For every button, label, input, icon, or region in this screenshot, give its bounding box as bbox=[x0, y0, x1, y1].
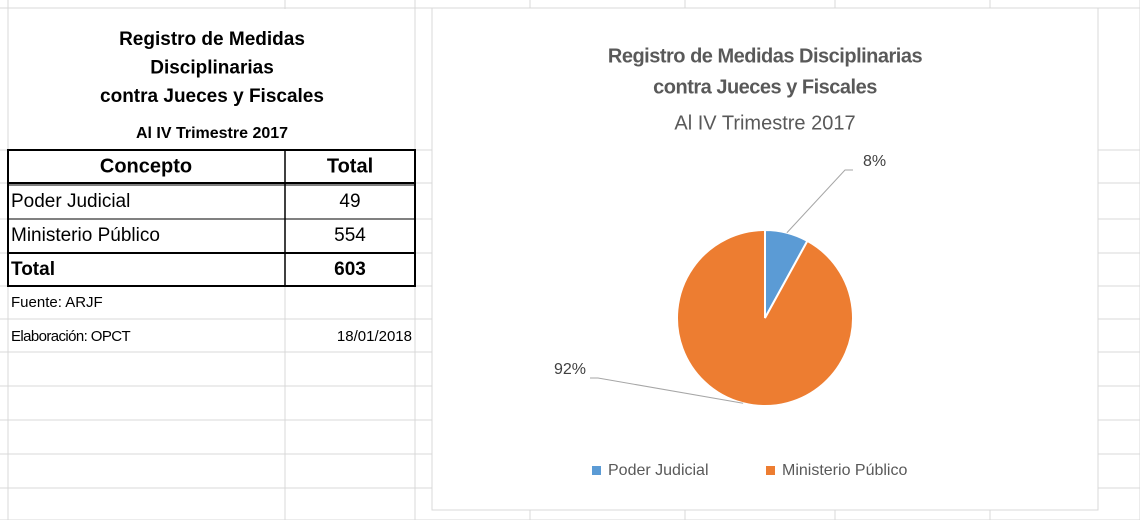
legend-label: Ministerio Público bbox=[782, 462, 907, 479]
header-cell: Concepto bbox=[100, 155, 192, 177]
row-label: Poder Judicial bbox=[11, 191, 130, 212]
pie-slice bbox=[676, 228, 854, 407]
chart-subtitle: Al IV Trimestre 2017 bbox=[674, 112, 855, 134]
row-label: Ministerio Público bbox=[11, 225, 160, 246]
prepared-by: Elaboración: OPCT bbox=[11, 328, 130, 345]
table-title: Disciplinarias bbox=[150, 58, 274, 79]
chart: Registro de Medidas Disciplinarias contra… bbox=[554, 45, 923, 479]
table-title: contra Jueces y Fiscales bbox=[100, 86, 324, 107]
total-value: 603 bbox=[334, 259, 366, 280]
source: Fuente: ARJF bbox=[11, 294, 103, 311]
title-cell bbox=[9, 9, 414, 149]
row-value: 49 bbox=[339, 191, 360, 212]
table: Registro de Medidas Disciplinarias contra … bbox=[7, 29, 416, 345]
prepared-date: 18/01/2018 bbox=[337, 328, 412, 345]
data-label: 92% bbox=[554, 361, 586, 378]
row-value: 554 bbox=[334, 225, 366, 246]
header-cell: Total bbox=[327, 155, 373, 177]
table-subtitle: Al IV Trimestre 2017 bbox=[136, 125, 288, 142]
legend-swatch bbox=[592, 466, 601, 475]
leader-line bbox=[590, 377, 744, 404]
leader-line bbox=[786, 169, 853, 234]
legend-swatch bbox=[766, 466, 775, 475]
chart-title: contra Jueces y Fiscales bbox=[653, 76, 877, 98]
total-label: Total bbox=[11, 259, 55, 280]
table-title: Registro de Medidas bbox=[119, 29, 305, 50]
table-border bbox=[7, 149, 416, 287]
chart-title: Registro de Medidas Disciplinarias bbox=[608, 45, 923, 67]
legend-label: Poder Judicial bbox=[608, 462, 709, 479]
data-label: 8% bbox=[863, 153, 886, 170]
